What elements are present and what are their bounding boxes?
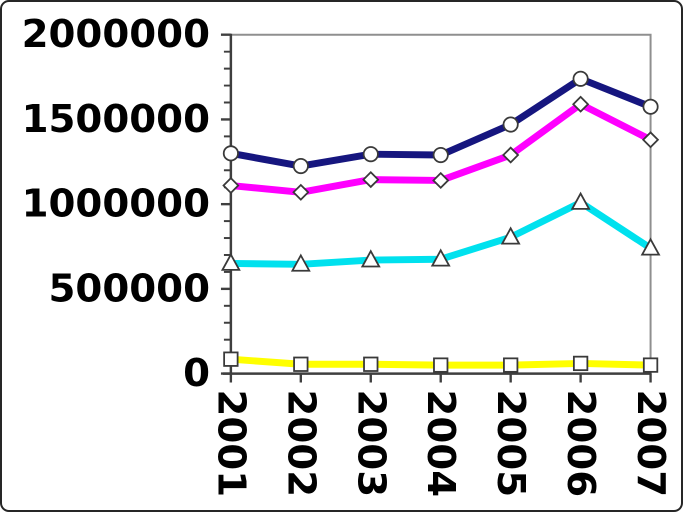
- triangle-data-point-marker: [430, 248, 451, 267]
- y-tick-label: 0: [183, 351, 210, 396]
- x-axis: [222, 372, 652, 383]
- x-tick-labels: 2001 2002 2003 2004 2005 2006 2007: [208, 389, 673, 497]
- circle-data-point-marker: [642, 98, 659, 115]
- square-data-point-marker: [642, 357, 659, 373]
- x-tick-label: 2005: [488, 389, 533, 497]
- square-data-point-marker: [572, 355, 589, 372]
- diamond-data-point-marker: [502, 146, 520, 164]
- triangle-data-point-marker: [360, 249, 381, 268]
- circle-data-point-marker: [572, 70, 589, 87]
- diamond-data-point-marker: [362, 170, 380, 189]
- triangle-data-point-marker: [640, 237, 661, 256]
- x-tick-label: 2007: [628, 389, 673, 497]
- circle-data-point-marker: [502, 116, 519, 133]
- diamond-data-point-marker: [572, 95, 590, 113]
- y-tick-labels: 0 500000 1000000 1500000 2000000: [22, 12, 210, 396]
- circle-data-point-marker: [292, 158, 309, 175]
- square-data-point-marker: [293, 356, 309, 372]
- diamond-data-point-marker: [641, 131, 660, 149]
- x-tick-label: 2003: [348, 389, 393, 497]
- x-tick-label: 2006: [558, 389, 603, 497]
- diamond-data-point-marker: [222, 176, 240, 195]
- circle-data-point-marker: [432, 146, 449, 164]
- x-tick-label: 2002: [278, 389, 323, 497]
- square-data-point-marker: [363, 356, 379, 372]
- triangle-data-point-marker: [570, 191, 591, 210]
- plot-frame: [230, 33, 652, 374]
- y-tick-label: 500000: [49, 266, 211, 311]
- series-markers: [220, 70, 661, 373]
- y-tick-label: 1000000: [22, 182, 210, 227]
- plot-frame-line: [230, 33, 652, 374]
- triangle-data-point-marker: [500, 226, 521, 245]
- square-data-point-marker: [433, 357, 449, 373]
- y-tick-label: 1500000: [22, 97, 210, 142]
- x-tick-label: 2004: [418, 389, 463, 497]
- triangle-data-point-marker: [290, 253, 311, 272]
- circle-data-point-marker: [222, 145, 239, 162]
- series-lines: [227, 75, 655, 369]
- triangle-data-point-marker: [220, 252, 241, 271]
- x-tick-label: 2001: [208, 389, 253, 497]
- y-tick-label: 2000000: [22, 12, 210, 57]
- y-axis: [220, 33, 233, 375]
- square-data-point-marker: [223, 351, 239, 367]
- square-data-point-marker: [503, 357, 519, 373]
- circle-data-point-marker: [362, 146, 379, 163]
- diamond-data-point-marker: [292, 183, 310, 201]
- diamond-data-point-marker: [432, 171, 450, 190]
